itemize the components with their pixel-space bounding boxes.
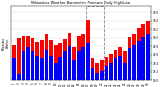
Bar <box>49 40 53 80</box>
Bar <box>54 46 57 80</box>
Bar <box>12 58 16 80</box>
Bar <box>100 71 104 80</box>
Bar <box>17 74 21 80</box>
Bar <box>109 54 113 80</box>
Bar <box>100 60 104 80</box>
Bar <box>91 68 94 80</box>
Bar <box>35 56 39 80</box>
Bar <box>132 33 136 80</box>
Bar <box>91 58 94 80</box>
Bar <box>141 37 145 80</box>
Bar <box>40 40 44 80</box>
Bar <box>63 51 67 80</box>
Bar <box>128 37 131 80</box>
Bar <box>72 60 76 80</box>
Bar <box>123 63 127 80</box>
Bar <box>137 28 140 80</box>
Bar <box>72 47 76 80</box>
Bar <box>45 50 48 80</box>
Bar <box>146 21 150 80</box>
Bar <box>22 51 25 80</box>
Y-axis label: Milwaukee
Weather: Milwaukee Weather <box>1 37 10 50</box>
Bar <box>63 39 67 80</box>
Bar <box>81 33 85 80</box>
Bar <box>109 63 113 80</box>
Bar <box>58 43 62 80</box>
Title: Milwaukee Weather Barometric Pressure Daily High/Low: Milwaukee Weather Barometric Pressure Da… <box>31 1 131 5</box>
Bar <box>104 57 108 80</box>
Bar <box>86 43 90 80</box>
Bar <box>86 20 90 80</box>
Bar <box>68 33 71 80</box>
Bar <box>128 48 131 80</box>
Bar <box>77 51 81 80</box>
Bar <box>22 36 25 80</box>
Bar <box>95 63 99 80</box>
Bar <box>114 50 117 80</box>
Bar <box>40 58 44 80</box>
Bar <box>45 34 48 80</box>
Bar <box>104 66 108 80</box>
Bar <box>146 33 150 80</box>
Bar <box>118 56 122 80</box>
Bar <box>137 41 140 80</box>
Bar <box>77 36 81 80</box>
Bar <box>17 38 21 80</box>
Bar <box>114 58 117 80</box>
Bar <box>54 63 57 80</box>
Bar <box>141 24 145 80</box>
Bar <box>35 42 39 80</box>
Bar <box>132 46 136 80</box>
Bar <box>123 51 127 80</box>
Bar <box>31 38 34 80</box>
Bar <box>58 57 62 80</box>
Bar <box>12 46 16 80</box>
Bar <box>26 47 30 80</box>
Bar <box>95 73 99 80</box>
Bar <box>81 47 85 80</box>
Bar <box>31 51 34 80</box>
Bar <box>49 56 53 80</box>
Bar <box>26 36 30 80</box>
Bar <box>68 46 71 80</box>
Bar <box>118 47 122 80</box>
